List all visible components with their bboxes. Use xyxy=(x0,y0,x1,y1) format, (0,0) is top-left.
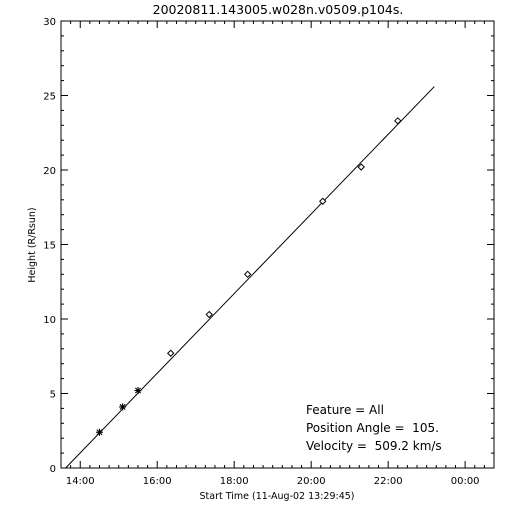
data-points xyxy=(95,117,402,436)
x-tick-label: 16:00 xyxy=(143,476,172,487)
x-axis-label: Start Time (11-Aug-02 13:29:45) xyxy=(200,491,355,502)
x-tick-label: 18:00 xyxy=(220,476,249,487)
diamond-data-point xyxy=(205,310,213,319)
y-tick-label: 0 xyxy=(50,464,56,475)
asterisk-data-point xyxy=(134,387,142,395)
tick-marks xyxy=(60,20,495,469)
annotation-block: Feature = All Position Angle = 105. Velo… xyxy=(306,403,442,453)
diamond-data-point xyxy=(394,117,402,125)
y-tick-label: 5 xyxy=(50,390,56,401)
asterisk-data-point xyxy=(119,403,127,411)
fit-line-layer xyxy=(65,86,435,469)
y-tick-label: 20 xyxy=(43,166,56,177)
x-tick-label: 00:00 xyxy=(451,476,480,487)
x-tick-label: 14:00 xyxy=(66,476,95,487)
y-tick-label: 30 xyxy=(43,17,56,28)
chart-title: 20020811.143005.w028n.v0509.p104s. xyxy=(153,2,404,17)
diamond-data-point xyxy=(357,163,365,171)
y-tick-label: 15 xyxy=(43,241,56,252)
asterisk-data-point xyxy=(95,428,103,436)
diamond-data-point xyxy=(166,349,175,357)
x-tick-label: 22:00 xyxy=(374,476,403,487)
annotation-position-angle: Position Angle = 105. xyxy=(306,421,439,435)
x-tick-label: 20:00 xyxy=(297,476,326,487)
y-tick-label: 10 xyxy=(43,315,56,326)
y-axis-label: Height (R/Rsun) xyxy=(27,207,38,282)
diamond-data-point xyxy=(319,197,327,205)
y-tick-label: 25 xyxy=(43,92,56,103)
annotation-feature: Feature = All xyxy=(306,403,384,417)
annotation-velocity: Velocity = 509.2 km/s xyxy=(306,439,442,453)
diamond-data-point xyxy=(243,270,252,279)
tick-labels: 0 5 10 15 20 25 30 14:00 16:00 18:00 20:00 22:00 00:… xyxy=(43,17,479,487)
linear-fit-line xyxy=(65,86,435,469)
